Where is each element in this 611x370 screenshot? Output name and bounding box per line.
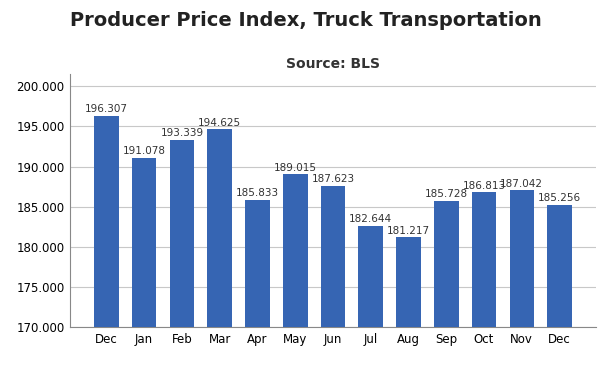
- Text: 185.728: 185.728: [425, 189, 468, 199]
- Text: 186.813: 186.813: [463, 181, 506, 191]
- Text: 193.339: 193.339: [160, 128, 203, 138]
- Text: 196.307: 196.307: [85, 104, 128, 114]
- Text: 194.625: 194.625: [198, 118, 241, 128]
- Bar: [245, 200, 269, 327]
- Text: 187.042: 187.042: [500, 179, 543, 189]
- Bar: [208, 130, 232, 327]
- Bar: [547, 205, 572, 327]
- Text: 191.078: 191.078: [123, 146, 166, 156]
- Text: 182.644: 182.644: [349, 214, 392, 224]
- Bar: [321, 186, 345, 327]
- Text: 187.623: 187.623: [312, 174, 354, 184]
- Bar: [170, 139, 194, 327]
- Text: 185.256: 185.256: [538, 193, 581, 203]
- Bar: [132, 158, 156, 327]
- Text: 181.217: 181.217: [387, 226, 430, 236]
- Text: 185.833: 185.833: [236, 188, 279, 198]
- Title: Source: BLS: Source: BLS: [286, 57, 380, 71]
- Bar: [283, 174, 307, 327]
- Bar: [94, 116, 119, 327]
- Bar: [359, 226, 383, 327]
- Bar: [510, 190, 534, 327]
- Text: 189.015: 189.015: [274, 163, 316, 173]
- Text: Producer Price Index, Truck Transportation: Producer Price Index, Truck Transportati…: [70, 11, 541, 30]
- Bar: [472, 192, 496, 327]
- Bar: [397, 237, 421, 327]
- Bar: [434, 201, 458, 327]
